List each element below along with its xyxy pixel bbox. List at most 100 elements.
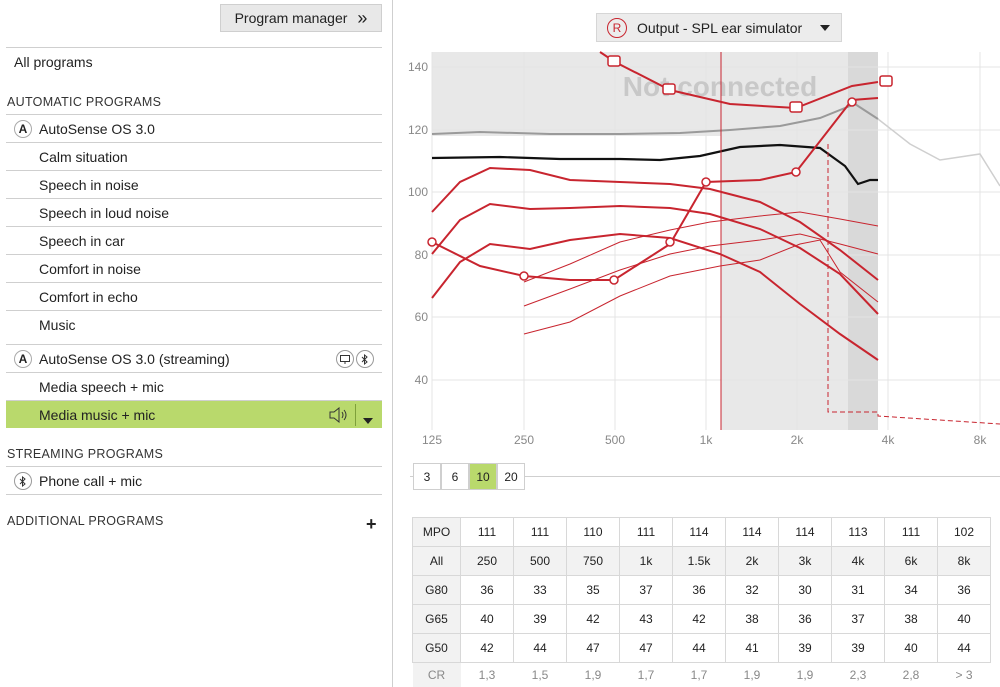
table-cell[interactable]: 39: [831, 633, 885, 663]
table-cell[interactable]: 111: [460, 517, 514, 547]
table-cell[interactable]: 40: [460, 604, 514, 634]
program-label: Calm situation: [39, 148, 128, 165]
compression-option-10[interactable]: 10: [469, 463, 497, 490]
table-cell[interactable]: 44: [513, 633, 567, 663]
program-speech-in-noise[interactable]: Speech in noise: [6, 170, 382, 198]
program-music[interactable]: Music: [6, 310, 382, 338]
table-cell[interactable]: 42: [672, 604, 726, 634]
table-cell[interactable]: 1,7: [637, 667, 655, 682]
table-cell[interactable]: 114: [725, 517, 779, 547]
table-cell[interactable]: 47: [566, 633, 620, 663]
program-comfort-in-echo[interactable]: Comfort in echo: [6, 282, 382, 310]
table-row-g65: G65 40 39 42 43 42 38 36 37 38 40: [412, 604, 991, 634]
table-cell[interactable]: 113: [831, 517, 885, 547]
y-tick-label: 120: [408, 123, 428, 137]
output-selector[interactable]: R Output - SPL ear simulator: [596, 13, 842, 42]
table-cell[interactable]: 36: [460, 575, 514, 605]
x-tick-label: 1k: [700, 433, 714, 447]
table-cell[interactable]: 37: [831, 604, 885, 634]
row-header-cell: G50: [412, 633, 461, 663]
table-cell[interactable]: 1,9: [584, 667, 602, 682]
program-autosense[interactable]: A AutoSense OS 3.0: [6, 114, 382, 142]
table-cell[interactable]: 6k: [884, 546, 938, 576]
table-cell[interactable]: 33: [513, 575, 567, 605]
table-cell[interactable]: 39: [513, 604, 567, 634]
table-cell[interactable]: 2k: [725, 546, 779, 576]
table-cell[interactable]: 1,9: [743, 667, 761, 682]
table-cell[interactable]: 35: [566, 575, 620, 605]
table-cell[interactable]: 111: [619, 517, 673, 547]
table-cell[interactable]: 114: [672, 517, 726, 547]
additional-programs-heading: ADDITIONAL PROGRAMS: [7, 514, 164, 528]
table-cell[interactable]: 2,8: [902, 667, 920, 682]
table-cell[interactable]: 114: [778, 517, 832, 547]
program-calm-situation[interactable]: Calm situation: [6, 142, 382, 170]
table-row-mpo: MPO 111 111 110 111 114 114 114 113 111 102: [412, 517, 991, 547]
x-tick-label: 500: [605, 433, 625, 447]
x-tick-label: 250: [514, 433, 534, 447]
table-cell[interactable]: 8k: [937, 546, 991, 576]
table-cell[interactable]: 37: [619, 575, 673, 605]
table-cell[interactable]: 44: [672, 633, 726, 663]
compression-option-6[interactable]: 6: [441, 463, 469, 490]
program-media-music-mic[interactable]: Media music + mic: [6, 400, 382, 428]
table-cell[interactable]: 38: [725, 604, 779, 634]
not-connected-watermark: Not connected: [623, 71, 817, 102]
all-programs-item[interactable]: All programs: [6, 47, 382, 75]
table-cell[interactable]: 1k: [619, 546, 673, 576]
table-cell[interactable]: 44: [937, 633, 991, 663]
y-tick-label: 80: [415, 248, 429, 262]
table-cell[interactable]: 36: [672, 575, 726, 605]
table-cell[interactable]: 4k: [831, 546, 885, 576]
table-cell[interactable]: 2,3: [849, 667, 867, 682]
row-header-cell: G65: [412, 604, 461, 634]
table-cell[interactable]: 42: [566, 604, 620, 634]
table-cell[interactable]: 30: [778, 575, 832, 605]
program-media-speech-mic[interactable]: Media speech + mic: [6, 372, 382, 400]
table-cell[interactable]: 38: [884, 604, 938, 634]
table-cell[interactable]: 1,7: [690, 667, 708, 682]
marker-point: [665, 237, 675, 247]
dropdown-arrow-icon: [820, 24, 831, 31]
program-phone-call[interactable]: Phone call + mic: [6, 466, 382, 494]
table-cell[interactable]: 39: [778, 633, 832, 663]
table-cell[interactable]: 43: [619, 604, 673, 634]
table-cell[interactable]: 111: [884, 517, 938, 547]
table-cell[interactable]: 47: [619, 633, 673, 663]
table-cell[interactable]: 250: [460, 546, 514, 576]
compression-option-20[interactable]: 20: [497, 463, 525, 490]
y-tick-label: 60: [415, 310, 429, 324]
program-speech-in-loud-noise[interactable]: Speech in loud noise: [6, 198, 382, 226]
table-cell[interactable]: 41: [725, 633, 779, 663]
gain-curve-chart[interactable]: 140 120 100 80 60 40 125 250 500 1k 2k 4k 8k Not co…: [400, 44, 1000, 456]
program-label: Comfort in noise: [39, 260, 141, 277]
table-cell[interactable]: 750: [566, 546, 620, 576]
row-header-cell: All: [412, 546, 461, 576]
table-cell[interactable]: 1,5: [531, 667, 549, 682]
table-cell[interactable]: 1,9: [796, 667, 814, 682]
table-cell[interactable]: 110: [566, 517, 620, 547]
table-cell[interactable]: 40: [884, 633, 938, 663]
compression-option-3[interactable]: 3: [413, 463, 441, 490]
dropdown-arrow-icon[interactable]: [363, 412, 373, 428]
program-manager-button[interactable]: Program manager »: [220, 4, 382, 32]
table-cell[interactable]: 1,3: [478, 667, 496, 682]
add-program-button[interactable]: +: [366, 514, 377, 534]
program-speech-in-car[interactable]: Speech in car: [6, 226, 382, 254]
table-cell[interactable]: 34: [884, 575, 938, 605]
tv-icon: [336, 350, 354, 368]
table-cell[interactable]: 40: [937, 604, 991, 634]
table-cell[interactable]: 32: [725, 575, 779, 605]
table-cell[interactable]: 36: [937, 575, 991, 605]
table-cell[interactable]: 42: [460, 633, 514, 663]
program-comfort-in-noise[interactable]: Comfort in noise: [6, 254, 382, 282]
table-cell[interactable]: 102: [937, 517, 991, 547]
table-cell[interactable]: 1.5k: [672, 546, 726, 576]
table-cell[interactable]: 500: [513, 546, 567, 576]
program-autosense-streaming[interactable]: A AutoSense OS 3.0 (streaming): [6, 344, 382, 372]
table-cell[interactable]: 111: [513, 517, 567, 547]
table-cell[interactable]: > 3: [955, 667, 973, 682]
table-cell[interactable]: 3k: [778, 546, 832, 576]
table-cell[interactable]: 31: [831, 575, 885, 605]
table-cell[interactable]: 36: [778, 604, 832, 634]
